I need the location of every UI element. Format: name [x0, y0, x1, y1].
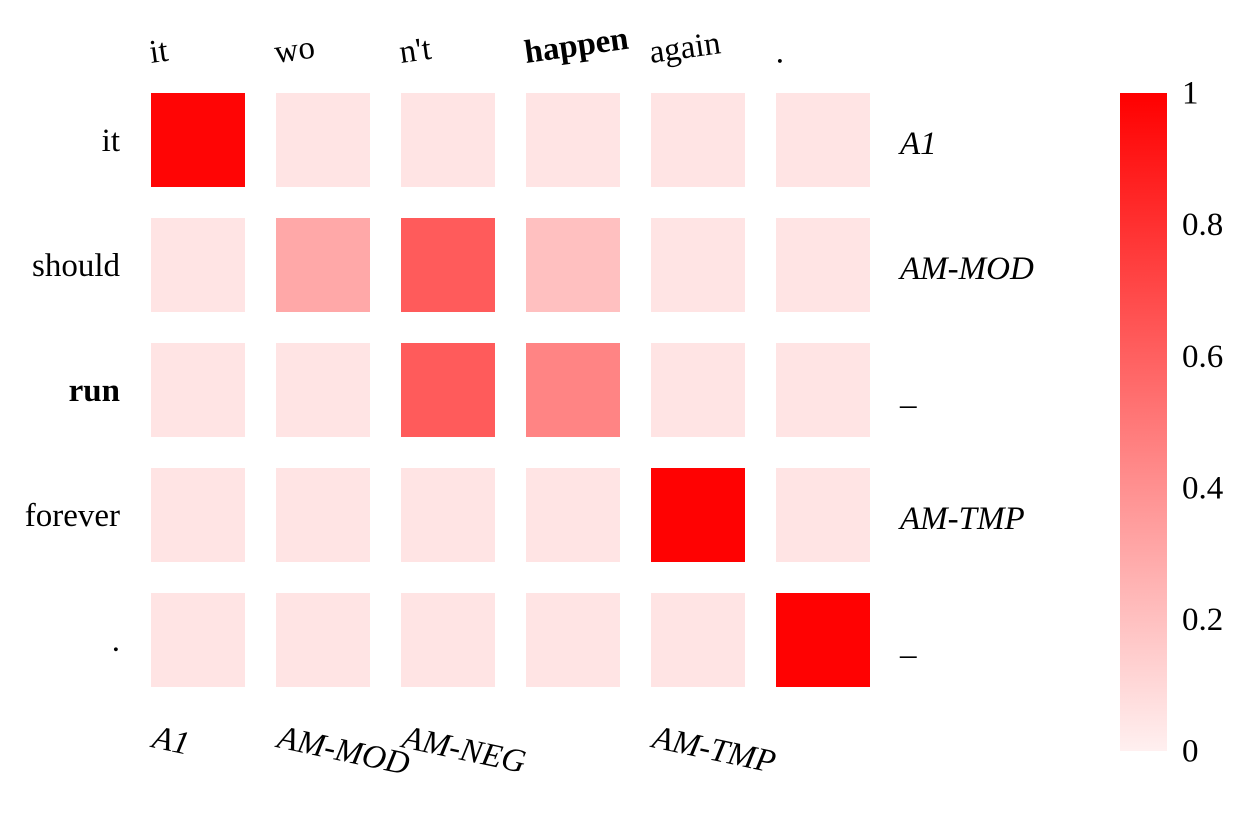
heatmap-cell — [526, 343, 620, 437]
heatmap-cell — [276, 218, 370, 312]
heatmap-cell — [276, 93, 370, 187]
heatmap-cell — [776, 93, 870, 187]
heatmap-cell — [151, 593, 245, 687]
heatmap-cell — [651, 218, 745, 312]
heatmap-cell — [276, 468, 370, 562]
heatmap-cell — [526, 93, 620, 187]
column-role-label: AM-TMP — [647, 719, 778, 781]
column-role-label: AM-NEG — [397, 719, 529, 781]
column-token-label: n't — [397, 31, 433, 71]
colorbar — [1120, 93, 1167, 751]
heatmap-cell — [776, 593, 870, 687]
heatmap-cell — [151, 218, 245, 312]
row-role-label: A1 — [898, 126, 937, 162]
colorbar-tick-label: 1 — [1182, 76, 1199, 112]
column-token-label: it — [147, 33, 170, 71]
heatmap-cell — [401, 593, 495, 687]
row-token-label: should — [32, 248, 121, 284]
heatmap-cell — [651, 343, 745, 437]
row-role-labels: A1 AM-MOD _ AM-TMP _ — [898, 126, 1034, 662]
row-token-label: run — [69, 373, 120, 409]
heatmap-cell — [526, 218, 620, 312]
column-token-labels: it wo n't happen again. — [147, 21, 785, 71]
colorbar-tick-labels: 0 0.2 0.4 0.6 0.8 1 — [1182, 76, 1223, 770]
heatmap-cell — [151, 93, 245, 187]
column-token-label: . — [772, 34, 785, 71]
column-token-label: wo — [272, 30, 317, 71]
row-token-label: it — [102, 123, 120, 159]
colorbar-tick-label: 0.6 — [1182, 339, 1223, 375]
heatmap-cell — [776, 343, 870, 437]
row-token-label: forever — [25, 498, 120, 534]
heatmap-cell — [526, 468, 620, 562]
heatmap-cell — [276, 343, 370, 437]
row-token-labels: it should run forever. — [25, 123, 121, 659]
heatmap-cell — [401, 468, 495, 562]
row-role-label: _ — [899, 376, 917, 412]
column-role-label: A1 — [147, 719, 192, 762]
colorbar-tick-label: 0.4 — [1182, 470, 1223, 506]
row-role-label: AM-TMP — [898, 501, 1025, 537]
colorbar-tick-label: 0 — [1182, 734, 1199, 770]
colorbar-tick-label: 0.2 — [1182, 602, 1223, 638]
heatmap-cell — [526, 593, 620, 687]
row-role-label: AM-MOD — [898, 251, 1034, 287]
heatmap-cell — [151, 343, 245, 437]
heatmap-cell — [651, 593, 745, 687]
heatmap-cell — [651, 468, 745, 562]
heatmap-cell — [401, 343, 495, 437]
colorbar-tick-label: 0.8 — [1182, 207, 1223, 243]
row-token-label: . — [112, 623, 120, 659]
column-role-label: AM-MOD — [272, 719, 412, 782]
heatmap-cell — [276, 593, 370, 687]
heatmap-cells — [151, 93, 870, 687]
heatmap-cell — [151, 468, 245, 562]
row-role-label: _ — [899, 626, 917, 662]
heatmap-cell — [651, 93, 745, 187]
heatmap-cell — [401, 93, 495, 187]
heatmap-cell — [401, 218, 495, 312]
heatmap-cell — [776, 218, 870, 312]
heatmap-cell — [776, 468, 870, 562]
column-token-label: again — [647, 25, 723, 71]
column-token-label: happen — [522, 21, 631, 71]
